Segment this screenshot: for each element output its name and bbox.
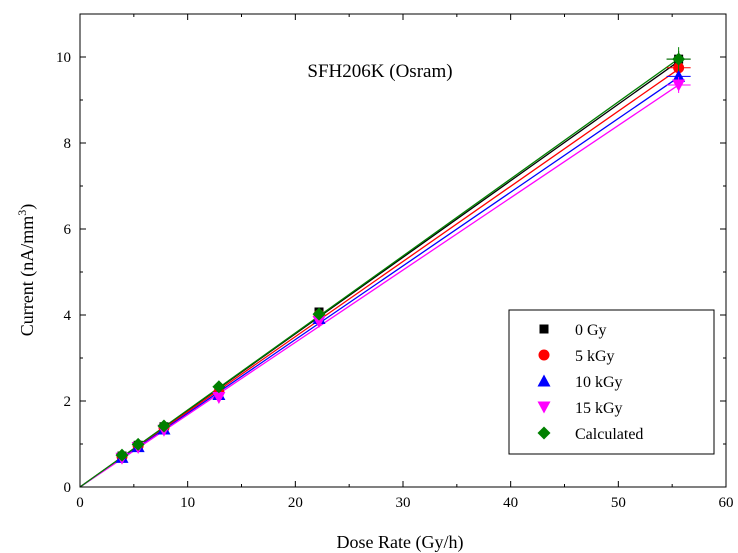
data-point-series-4 <box>212 380 226 394</box>
legend-label: 15 kGy <box>575 400 623 417</box>
data-markers <box>115 47 691 465</box>
x-tick-label: 40 <box>503 495 518 511</box>
fit-line-series-2 <box>79 76 679 488</box>
y-axis-title-tail: ) <box>17 204 38 210</box>
fit-lines <box>79 58 680 488</box>
fit-line-series-3 <box>79 84 679 488</box>
x-tick-label: 50 <box>611 495 626 511</box>
chart-title: SFH206K (Osram) <box>307 61 452 82</box>
data-point-series-4 <box>312 307 326 321</box>
x-tick-label: 10 <box>180 495 195 511</box>
x-tick-label: 30 <box>396 495 411 511</box>
axes: 0 10 20 30 40 50 60 0 2 4 6 8 10 <box>56 13 734 511</box>
fit-line-series-4 <box>79 58 680 488</box>
legend-label: 10 kGy <box>575 374 623 391</box>
fit-line-series-1 <box>79 68 679 488</box>
x-tick-label: 0 <box>76 495 84 511</box>
x-tick-label: 60 <box>719 495 734 511</box>
data-point-series-3 <box>312 315 326 328</box>
data-point-series-4 <box>672 52 686 66</box>
legend-label: Calculated <box>575 426 643 443</box>
y-tick-label: 4 <box>64 308 72 324</box>
x-tick-label: 20 <box>288 495 303 511</box>
y-tick-label: 2 <box>64 394 72 410</box>
x-axis-title: Dose Rate (Gy/h) <box>337 532 464 553</box>
data-point-series-2 <box>672 69 686 82</box>
legend-label: 5 kGy <box>575 348 615 365</box>
y-axis-title-base: Current (nA/mm <box>17 216 38 336</box>
legend: 0 Gy 5 kGy 10 kGy 15 kGy Calculated <box>508 309 715 455</box>
y-tick-label: 10 <box>56 50 71 66</box>
legend-marker-1 <box>538 349 550 361</box>
legend-label: 0 Gy <box>575 322 607 339</box>
legend-marker-2 <box>537 374 551 387</box>
data-point-series-4 <box>157 419 171 433</box>
data-point-series-3 <box>672 79 686 92</box>
y-axis-title-superscript: 3 <box>15 210 29 216</box>
legend-marker-3 <box>537 401 551 414</box>
y-tick-label: 0 <box>64 480 72 496</box>
legend-marker-4 <box>537 426 551 440</box>
data-point-series-4 <box>131 437 145 451</box>
data-point-series-4 <box>115 448 129 462</box>
y-axis-title: Current (nA/mm3) <box>15 204 38 336</box>
y-tick-label: 6 <box>64 222 72 238</box>
data-point-series-3 <box>212 392 226 405</box>
legend-marker-0 <box>539 324 549 334</box>
y-tick-label: 8 <box>64 136 72 152</box>
